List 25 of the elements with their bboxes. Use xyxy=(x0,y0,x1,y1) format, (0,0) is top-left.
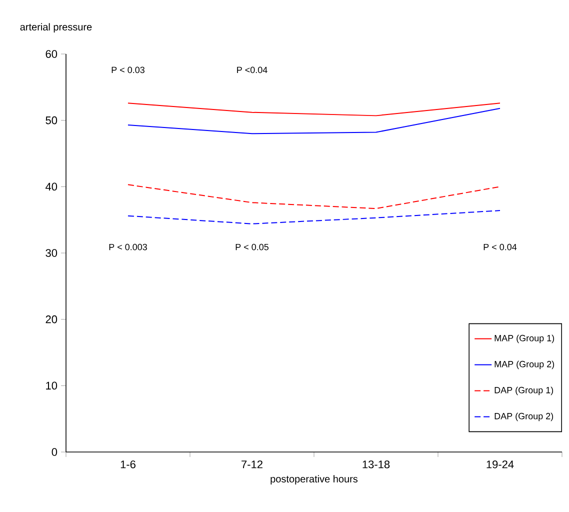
annotation: P < 0.003 xyxy=(109,244,147,250)
line-series xyxy=(128,108,501,134)
legend-label: MAP (Group 1) xyxy=(494,334,554,344)
legend-label: DAP (Group 2) xyxy=(494,412,554,422)
x-tick-label: 19-24 xyxy=(486,460,514,468)
annotation: P < 0.05 xyxy=(236,244,268,250)
line-series xyxy=(128,210,501,224)
y-tick-label: 60 xyxy=(46,50,58,58)
x-tick-label: 13-18 xyxy=(362,460,390,468)
annotation: P < 0.04 xyxy=(484,244,517,250)
y-tick-label: 30 xyxy=(46,249,58,257)
y-tick-label: 10 xyxy=(46,382,58,390)
annotation: P <0.04 xyxy=(237,66,268,74)
y-tick-label: 20 xyxy=(46,315,58,324)
legend-label: DAP (Group 1) xyxy=(494,386,554,396)
y-axis-title: arterial pressure xyxy=(20,23,92,32)
annotation: P < 0.03 xyxy=(112,66,144,74)
legend-label: MAP (Group 2) xyxy=(494,360,554,370)
y-tick-label: 50 xyxy=(46,116,58,124)
x-tick-label: 1-6 xyxy=(120,460,136,468)
line-series xyxy=(128,184,501,210)
y-tick-label: 40 xyxy=(46,182,58,191)
x-axis-title: postoperative hours xyxy=(270,475,358,484)
y-tick-label: 0 xyxy=(52,448,58,456)
x-tick-label: 7-12 xyxy=(242,460,262,468)
